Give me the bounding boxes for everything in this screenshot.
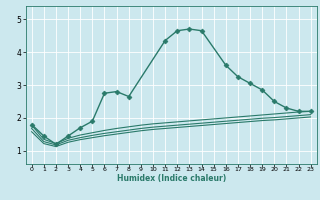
X-axis label: Humidex (Indice chaleur): Humidex (Indice chaleur) [116,174,226,183]
